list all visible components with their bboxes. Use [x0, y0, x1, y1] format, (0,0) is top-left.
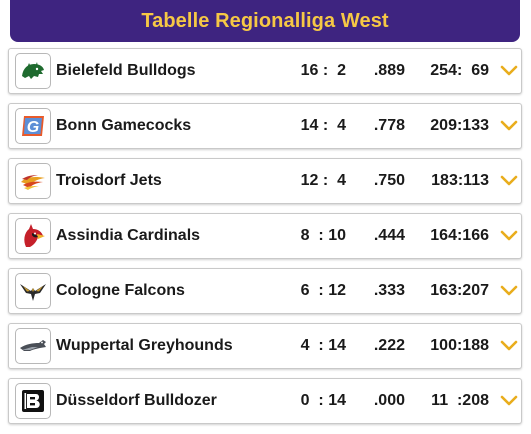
team-win-percentage: .222: [373, 337, 405, 354]
letter-b-icon: [15, 383, 51, 419]
table-row[interactable]: Troisdorf Jets 12 : 4 .750 183:113: [8, 158, 522, 204]
team-name: Cologne Falcons: [56, 282, 185, 299]
jet-icon: [15, 163, 51, 199]
team-name: Assindia Cardinals: [56, 227, 201, 244]
page-title: Tabelle Regionalliga West: [141, 9, 389, 32]
team-win-percentage: .444: [373, 227, 405, 244]
table-row[interactable]: Cologne Falcons 6 : 12 .333 163:207: [8, 268, 522, 314]
team-points: 163:207: [430, 282, 489, 299]
team-name: Wuppertal Greyhounds: [56, 337, 233, 354]
team-win-percentage: .333: [373, 282, 405, 299]
team-record: 4 : 14: [300, 337, 346, 354]
team-name: Troisdorf Jets: [56, 172, 162, 189]
team-points: 164:166: [430, 227, 489, 244]
team-win-percentage: .889: [373, 62, 405, 79]
team-record: 6 : 12: [300, 282, 346, 299]
team-win-percentage: .750: [373, 172, 405, 189]
letter-g-icon: G: [15, 108, 51, 144]
team-win-percentage: .778: [373, 117, 405, 134]
greyhound-icon: [15, 328, 51, 364]
team-points: 254: 69: [430, 62, 489, 79]
chevron-down-icon[interactable]: [500, 337, 518, 355]
chevron-down-icon[interactable]: [500, 282, 518, 300]
team-name: Bielefeld Bulldogs: [56, 62, 196, 79]
team-record: 16 : 2: [300, 62, 346, 79]
table-row[interactable]: Wuppertal Greyhounds 4 : 14 .222 100:188: [8, 323, 522, 369]
team-record: 12 : 4: [300, 172, 346, 189]
chevron-down-icon[interactable]: [500, 392, 518, 410]
chevron-down-icon[interactable]: [500, 172, 518, 190]
cardinal-icon: [15, 218, 51, 254]
falcon-icon: [15, 273, 51, 309]
team-name: Düsseldorf Bulldozer: [56, 392, 217, 409]
table-row[interactable]: Bielefeld Bulldogs 16 : 2 .889 254: 69: [8, 48, 522, 94]
chevron-down-icon[interactable]: [500, 62, 518, 80]
table-row[interactable]: Assindia Cardinals 8 : 10 .444 164:166: [8, 213, 522, 259]
team-record: 14 : 4: [300, 117, 346, 134]
chevron-down-icon[interactable]: [500, 117, 518, 135]
team-points: 209:133: [430, 117, 489, 134]
table-row[interactable]: Düsseldorf Bulldozer 0 : 14 .000 11 :208: [8, 378, 522, 424]
team-name: Bonn Gamecocks: [56, 117, 192, 134]
team-record: 8 : 10: [300, 227, 346, 244]
chevron-down-icon[interactable]: [500, 227, 518, 245]
team-points: 11 :208: [431, 392, 489, 409]
team-record: 0 : 14: [300, 392, 346, 409]
table-row[interactable]: G Bonn Gamecocks 14 : 4 .778 209:133: [8, 103, 522, 149]
team-points: 183:113: [431, 172, 489, 189]
table-header: Tabelle Regionalliga West: [10, 0, 520, 42]
svg-text:G: G: [27, 119, 39, 136]
team-win-percentage: .000: [373, 392, 405, 409]
bulldog-icon: [15, 53, 51, 89]
team-points: 100:188: [430, 337, 489, 354]
